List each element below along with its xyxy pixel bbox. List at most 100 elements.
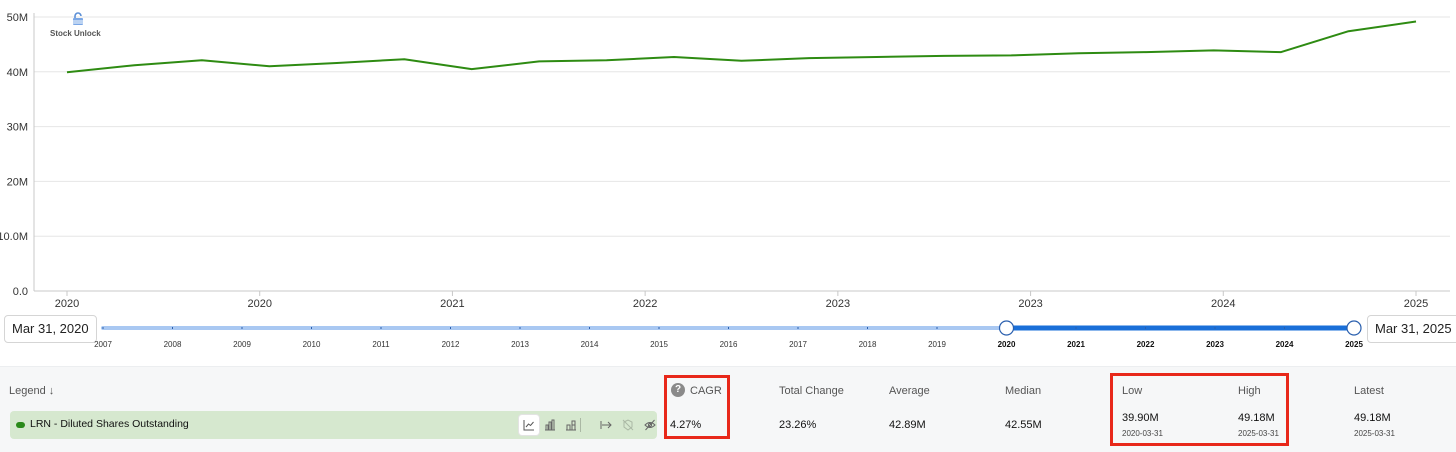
data-point xyxy=(538,60,540,62)
range-year-label: 2014 xyxy=(581,340,599,349)
median-value: 42.55M xyxy=(1005,419,1042,431)
legend-item-label: LRN - Diluted Shares Outstanding xyxy=(30,418,189,430)
data-point xyxy=(1415,20,1417,22)
data-point xyxy=(201,59,203,61)
x-tick-label: 2025 xyxy=(1404,298,1428,310)
range-year-label: 2022 xyxy=(1137,340,1155,349)
data-point xyxy=(336,62,338,64)
range-year-label: 2020 xyxy=(998,340,1016,349)
y-tick-label: 0.0 xyxy=(13,286,28,298)
average-value: 42.89M xyxy=(889,419,926,431)
x-tick-label: 2022 xyxy=(633,298,657,310)
latest-label: Latest xyxy=(1354,385,1384,397)
data-point xyxy=(1347,30,1349,32)
y-tick-label: 20M xyxy=(7,176,28,188)
range-year-label: 2007 xyxy=(94,340,112,349)
range-year-label: 2024 xyxy=(1276,340,1294,349)
range-year-label: 2017 xyxy=(789,340,807,349)
x-tick-label: 2023 xyxy=(826,298,850,310)
high-date: 2025-03-31 xyxy=(1238,429,1279,438)
low-label: Low xyxy=(1122,385,1143,397)
legend-item[interactable]: LRN - Diluted Shares Outstanding xyxy=(10,411,657,439)
y-tick-label: 40M xyxy=(7,67,28,79)
range-year-label: 2015 xyxy=(650,340,668,349)
x-tick-label: 2024 xyxy=(1211,298,1235,310)
data-point xyxy=(673,56,675,58)
data-point xyxy=(1212,49,1214,51)
data-point xyxy=(1145,51,1147,53)
y-tick-label: 30M xyxy=(7,122,28,134)
axes xyxy=(33,13,1450,292)
range-year-label: 2021 xyxy=(1067,340,1085,349)
divider xyxy=(580,418,581,432)
data-point xyxy=(943,55,945,57)
high-value: 49.18M xyxy=(1238,412,1275,424)
x-tick-label: 2021 xyxy=(440,298,464,310)
x-tick-label: 2020 xyxy=(55,298,79,310)
data-point xyxy=(1280,51,1282,53)
x-tick-label: 2023 xyxy=(1018,298,1042,310)
median-label: Median xyxy=(1005,385,1042,397)
latest-value: 49.18M xyxy=(1354,412,1391,424)
stacked-bar-icon[interactable] xyxy=(561,415,581,435)
low-date: 2020-03-31 xyxy=(1122,429,1163,438)
range-end-date[interactable]: Mar 31, 2025 xyxy=(1367,315,1456,343)
total-change-label: Total Change xyxy=(779,385,844,397)
range-year-label: 2019 xyxy=(928,340,946,349)
y-axis-ticks: 0.0 10.0M 20M 30M 40M 50M xyxy=(0,12,28,298)
x-tick-label: 2020 xyxy=(247,298,271,310)
data-point xyxy=(1010,54,1012,56)
no-label-icon[interactable] xyxy=(618,415,638,435)
data-point xyxy=(133,64,135,66)
range-slider[interactable]: 2007 2008 2009 2010 2011 2012 2013 2014 2015 2016… xyxy=(0,316,1456,352)
y-tick-label: 50M xyxy=(7,12,28,24)
cagr-value: 4.27% xyxy=(670,419,702,431)
data-point xyxy=(66,71,68,73)
data-point xyxy=(740,60,742,62)
range-year-label: 2018 xyxy=(859,340,877,349)
cagr-label: CAGR xyxy=(690,385,722,397)
range-year-label: 2010 xyxy=(303,340,321,349)
latest-date: 2025-03-31 xyxy=(1354,429,1395,438)
low-value: 39.90M xyxy=(1122,412,1159,424)
range-handle-start[interactable] xyxy=(998,320,1015,336)
sort-arrow-icon: ↓ xyxy=(48,385,55,397)
range-year-label: 2008 xyxy=(164,340,182,349)
range-year-label: 2025 xyxy=(1345,340,1363,349)
data-point xyxy=(605,59,607,61)
range-year-label: 2016 xyxy=(720,340,738,349)
average-label: Average xyxy=(889,385,930,397)
data-point xyxy=(875,56,877,58)
data-point xyxy=(471,68,473,70)
y-tick-label: 10.0M xyxy=(0,231,28,243)
data-point xyxy=(268,65,270,67)
range-year-label: 2023 xyxy=(1206,340,1224,349)
grid-lines xyxy=(34,16,1450,237)
line-chart-icon[interactable] xyxy=(519,415,539,435)
help-icon[interactable]: ? xyxy=(671,383,685,397)
data-point xyxy=(1078,52,1080,54)
range-start-date[interactable]: Mar 31, 2020 xyxy=(4,315,97,343)
data-point xyxy=(403,58,405,60)
series-layer xyxy=(66,20,1417,74)
lock-icon xyxy=(73,12,83,25)
logo-text: Stock Unlock xyxy=(50,29,101,38)
range-year-label: 2012 xyxy=(442,340,460,349)
arrow-right-icon[interactable] xyxy=(596,415,616,435)
total-change-value: 23.26% xyxy=(779,419,817,431)
bar-chart-icon[interactable] xyxy=(540,415,560,435)
x-axis-ticks: 2020 2020 2021 2022 2023 2023 2024 2025 xyxy=(55,291,1428,310)
range-year-label: 2009 xyxy=(233,340,251,349)
low-high-highlight-box xyxy=(1110,373,1289,446)
high-label: High xyxy=(1238,385,1261,397)
cagr-highlight-box xyxy=(664,375,730,439)
legend-heading[interactable]: Legend ↓ xyxy=(9,385,54,397)
range-handle-end[interactable] xyxy=(1346,320,1362,336)
range-year-label: 2011 xyxy=(372,340,390,349)
data-point xyxy=(808,57,810,59)
hide-icon[interactable] xyxy=(640,415,660,435)
range-year-label: 2013 xyxy=(511,340,529,349)
series-line xyxy=(66,20,1417,74)
legend-heading-label: Legend xyxy=(9,385,46,397)
